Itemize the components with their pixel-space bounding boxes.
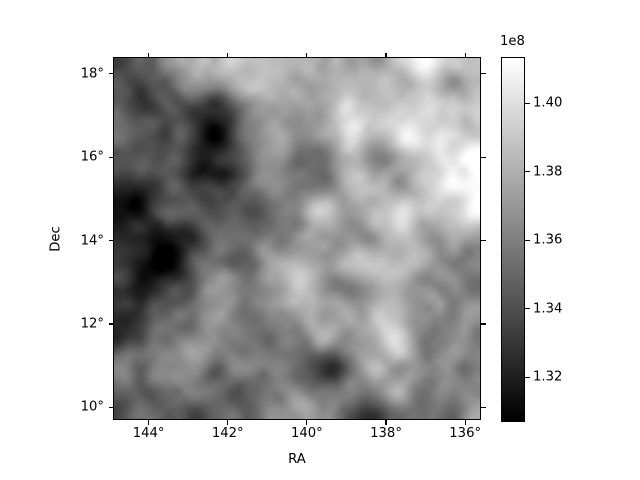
y-tick-mark-right-2 [481, 239, 486, 242]
colorbar-tick-label-3: 1.34 [533, 301, 563, 317]
x-tick-mark-top-4 [464, 52, 466, 57]
colorbar-tick-label-2: 1.36 [533, 232, 563, 248]
colorbar-tick-label-0: 1.40 [533, 95, 563, 111]
y-tick-mark-4 [108, 73, 113, 75]
colorbar-tick-mark-0 [525, 102, 530, 104]
colorbar-offset-text: 1e8 [500, 34, 525, 49]
x-tick-mark-2 [306, 420, 308, 425]
x-tick-label-1: 142° [211, 426, 244, 441]
y-tick-label-1: 12° [80, 316, 104, 332]
x-tick-mark-0 [148, 420, 150, 425]
x-tick-label-4: 136° [449, 426, 482, 441]
x-axis-label: RA [288, 452, 306, 467]
x-tick-mark-top-1 [227, 52, 229, 57]
y-tick-mark-right-3 [481, 156, 486, 158]
x-tick-label-2: 140° [291, 426, 323, 441]
colorbar-tick-label-1: 1.38 [533, 164, 563, 180]
y-tick-label-2: 14° [80, 232, 104, 248]
y-tick-mark-1 [108, 323, 113, 325]
x-tick-mark-3 [385, 420, 387, 425]
x-tick-label-0: 144° [132, 426, 165, 441]
y-tick-mark-right-4 [481, 73, 486, 75]
y-axis-label: Dec [48, 226, 64, 252]
y-tick-label-3: 16° [80, 149, 104, 165]
colorbar-tick-label-4: 1.32 [533, 369, 563, 385]
x-tick-label-3: 138° [370, 426, 402, 441]
x-tick-mark-top-2 [306, 52, 308, 57]
x-tick-mark-1 [227, 420, 229, 425]
y-tick-mark-2 [108, 239, 113, 242]
y-tick-label-4: 18° [80, 66, 104, 82]
y-tick-mark-0 [108, 406, 113, 409]
x-tick-mark-top-0 [148, 52, 150, 57]
colorbar[interactable] [501, 57, 525, 422]
y-tick-mark-3 [108, 156, 113, 158]
x-tick-mark-4 [464, 420, 466, 425]
colorbar-tick-mark-2 [525, 239, 530, 241]
sky-map-axes[interactable] [113, 57, 481, 420]
y-tick-mark-right-0 [481, 406, 486, 409]
y-tick-mark-right-1 [481, 323, 486, 325]
colorbar-tick-mark-3 [525, 308, 530, 310]
colorbar-tick-mark-1 [525, 171, 530, 173]
heatmap-image [114, 58, 480, 419]
y-tick-label-0: 10° [80, 399, 104, 415]
colorbar-tick-mark-4 [525, 376, 530, 379]
x-tick-mark-top-3 [385, 52, 387, 57]
